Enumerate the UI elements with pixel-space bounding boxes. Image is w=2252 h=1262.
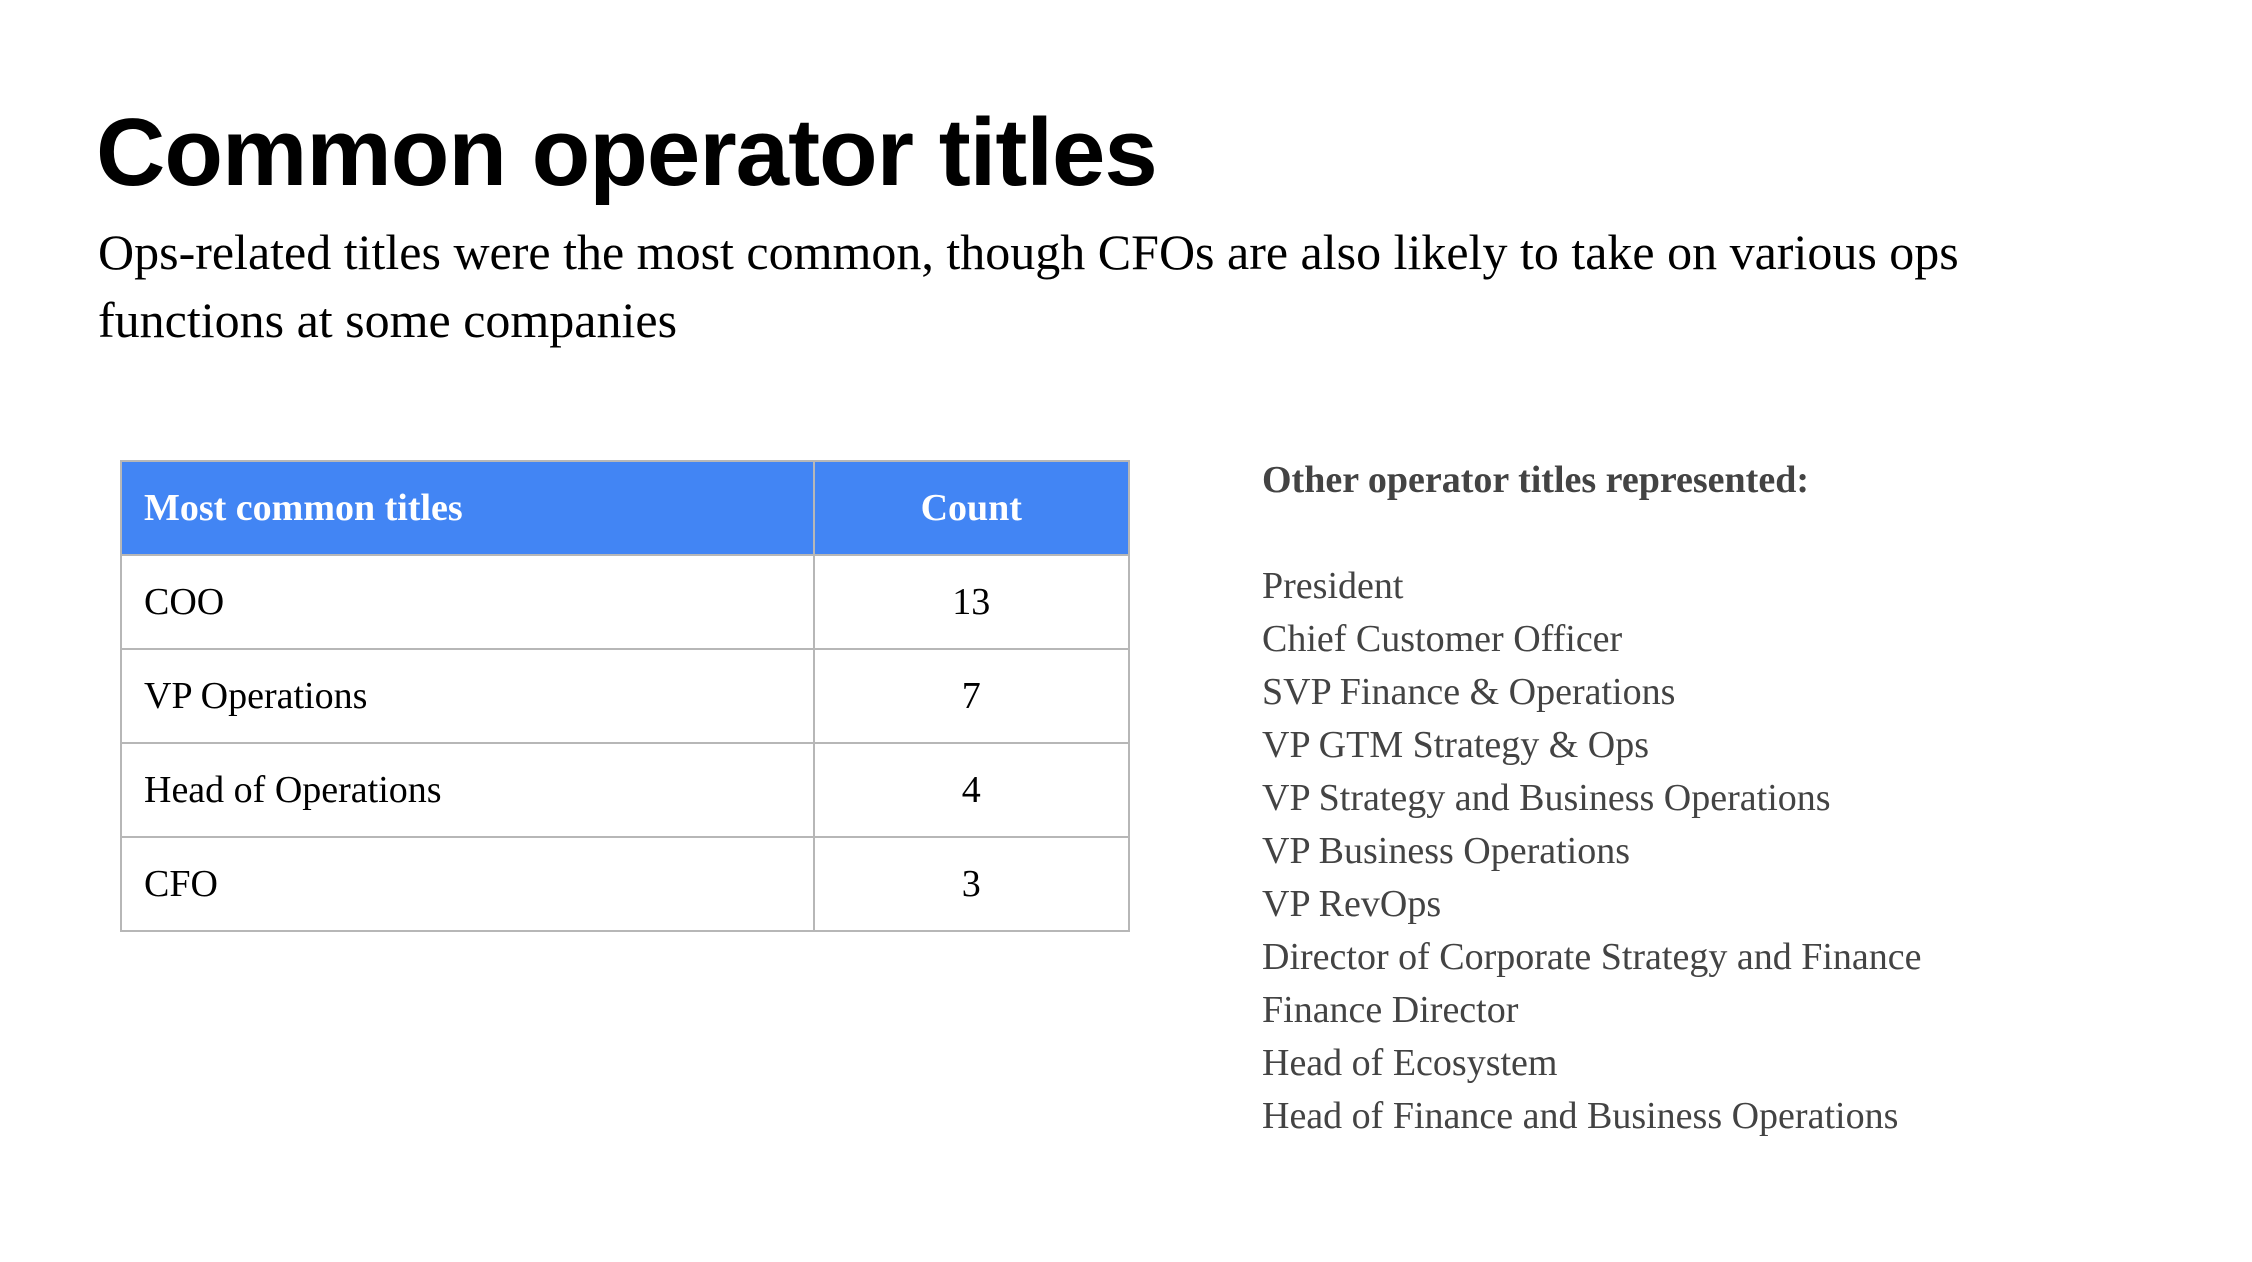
- list-item: Head of Finance and Business Operations: [1262, 1095, 1899, 1137]
- cell-count: 3: [812, 836, 1131, 932]
- table-row: COO 13: [120, 554, 1131, 650]
- page-title: Common operator titles: [96, 99, 1158, 206]
- table-row: VP Operations 7: [120, 648, 1131, 744]
- cell-title: COO: [120, 554, 815, 650]
- page-subtitle: Ops-related titles were the most common,…: [98, 224, 1959, 348]
- cell-count: 13: [812, 554, 1131, 650]
- cell-title: Head of Operations: [120, 742, 815, 838]
- list-item: Finance Director: [1262, 989, 1519, 1031]
- list-item: Head of Ecosystem: [1262, 1042, 1558, 1084]
- cell-count: 4: [812, 742, 1131, 838]
- cell-title: VP Operations: [120, 648, 815, 744]
- list-item: VP Strategy and Business Operations: [1262, 777, 1831, 819]
- table-row: CFO 3: [120, 836, 1131, 932]
- column-header-titles: Most common titles: [120, 460, 815, 556]
- common-titles-table: Most common titles Count COO 13 VP Opera…: [120, 460, 1131, 932]
- cell-title: CFO: [120, 836, 815, 932]
- list-item: VP GTM Strategy & Ops: [1262, 724, 1650, 766]
- table-row: Head of Operations 4: [120, 742, 1131, 838]
- column-header-count: Count: [812, 460, 1131, 556]
- list-item: Chief Customer Officer: [1262, 618, 1623, 660]
- list-item: Director of Corporate Strategy and Finan…: [1262, 936, 1922, 978]
- list-item: VP RevOps: [1262, 883, 1442, 925]
- cell-count: 7: [812, 648, 1131, 744]
- list-item: VP Business Operations: [1262, 830, 1631, 872]
- list-item: President: [1262, 565, 1404, 607]
- other-titles-list: President Chief Customer Officer SVP Fin…: [1262, 560, 1922, 1143]
- list-item: SVP Finance & Operations: [1262, 671, 1676, 713]
- other-titles-heading: Other operator titles represented:: [1262, 459, 1809, 501]
- table-header-row: Most common titles Count: [120, 460, 1131, 556]
